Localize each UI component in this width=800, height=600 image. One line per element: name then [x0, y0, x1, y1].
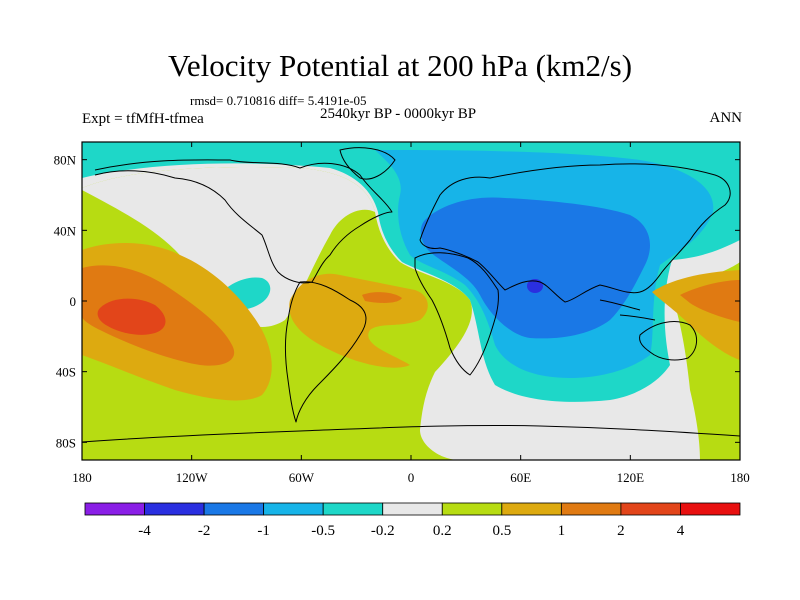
map-ticks: 180 120W 60W 0 60E 120E 180 80N 40N 0 40S 80S [54, 142, 750, 485]
colorbar-label: -0.5 [311, 523, 335, 539]
lon-tick-label: 120E [617, 470, 645, 485]
colorbar-swatch [144, 502, 205, 516]
coast-europe-asia [419, 163, 731, 303]
lon-tick-label: 180 [730, 470, 750, 485]
experiment-label: Expt = tfMfH-tfmea [82, 111, 204, 127]
coast-indonesia [599, 299, 656, 321]
colorbar-swatch [441, 502, 503, 516]
coast-south-america [284, 281, 367, 423]
colorbar: -4 -2 -1 -0.5 -0.2 0.2 0.5 1 2 4 [84, 502, 741, 539]
colorbar-swatch [560, 502, 622, 516]
lat-tick-label: 40S [56, 365, 76, 380]
colorbar-label: 0.2 [433, 523, 452, 539]
field-midblue [420, 197, 650, 339]
period-label: 2540kyr BP - 0000kyr BP [320, 106, 477, 122]
field-darkorange-atlantic [362, 292, 402, 303]
colorbar-swatch [501, 502, 562, 516]
stats-text: rmsd= 0.710816 diff= 5.4191e-05 [190, 93, 367, 108]
field-darkorange-westpac [680, 280, 740, 322]
figure-title: Velocity Potential at 200 hPa (km2/s) [167, 48, 633, 83]
colorbar-swatch [322, 502, 384, 516]
lat-tick-label: 80S [56, 435, 76, 450]
lat-tick-label: 40N [54, 223, 77, 238]
lon-tick-label: 180 [72, 470, 92, 485]
lon-tick-label: 0 [408, 470, 415, 485]
colorbar-label: 2 [617, 523, 625, 539]
colorbar-swatch [382, 502, 443, 516]
season-label: ANN [709, 110, 743, 126]
coast-africa [414, 252, 499, 376]
colorbar-label: -1 [257, 523, 270, 539]
colorbar-swatch [620, 502, 681, 516]
colorbar-label: 1 [558, 523, 566, 539]
colorbar-label: 4 [677, 523, 685, 539]
lat-tick-label: 80N [54, 153, 77, 168]
colorbar-swatch [203, 502, 265, 516]
lon-tick-label: 60W [289, 470, 315, 485]
colorbar-swatch [263, 502, 324, 516]
colorbar-label: -2 [198, 523, 211, 539]
lat-tick-label: 0 [70, 294, 77, 309]
colorbar-label: -0.2 [371, 523, 395, 539]
colorbar-label: 0.5 [492, 523, 511, 539]
colorbar-swatch [84, 502, 145, 516]
contour-field [82, 142, 740, 460]
coast-australia [639, 321, 697, 361]
coast-greenland [339, 147, 396, 180]
colorbar-swatch [680, 502, 741, 516]
field-red-pacific [97, 298, 166, 335]
lon-tick-label: 60E [510, 470, 531, 485]
field-darkblue-core [527, 279, 543, 293]
colorbar-label: -4 [138, 523, 151, 539]
coast-north-america [94, 159, 393, 284]
lon-tick-label: 120W [176, 470, 209, 485]
coast-antarctica [82, 424, 740, 443]
coastlines [82, 147, 740, 443]
